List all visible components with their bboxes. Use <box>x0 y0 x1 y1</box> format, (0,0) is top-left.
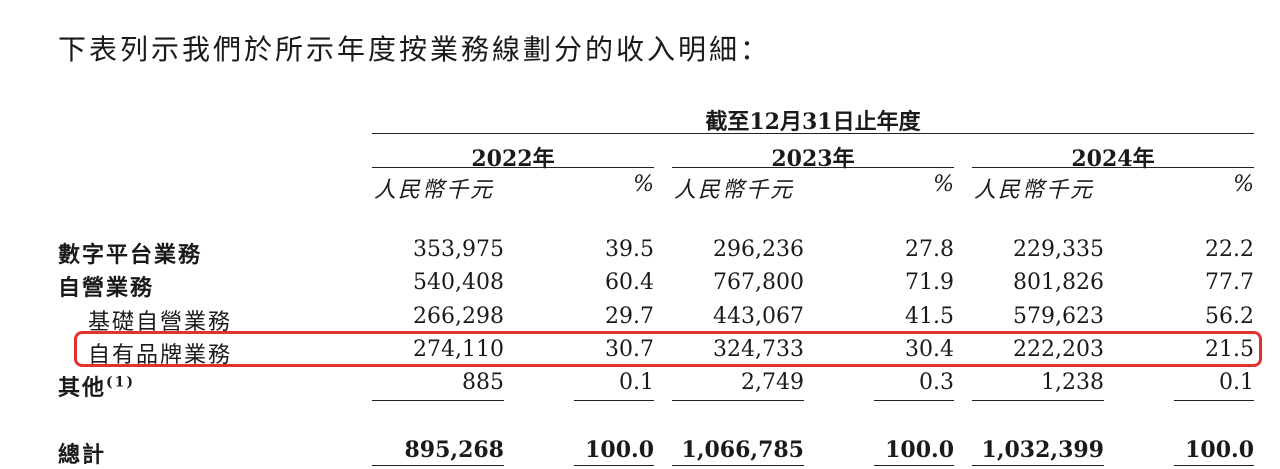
unit-2023: 人民幣千元 <box>674 178 795 203</box>
row-label-others-text: 其他 <box>58 375 107 401</box>
cell: 71.9 <box>905 270 954 295</box>
total-rule <box>372 465 504 466</box>
pct-2023: % <box>933 172 954 197</box>
cell: 266,298 <box>413 304 504 329</box>
cell: 0.1 <box>1219 370 1254 395</box>
pct-2022: % <box>633 172 654 197</box>
subtotal-rule <box>972 400 1104 401</box>
cell: 77.7 <box>1205 270 1254 295</box>
year-2022-rule <box>372 167 654 168</box>
cell: 579,623 <box>1013 304 1104 329</box>
footnote-marker: (1) <box>106 374 136 391</box>
subtotal-rule <box>574 400 654 401</box>
cell: 274,110 <box>413 337 504 362</box>
period-rule <box>372 133 1254 134</box>
total-rule <box>672 465 804 466</box>
total-rule <box>972 465 1104 466</box>
cell: 30.4 <box>905 337 954 362</box>
year-2022-header: 2022年 <box>471 146 555 172</box>
row-label-self-operated: 自營業務 <box>58 275 155 301</box>
cell: 324,733 <box>713 337 804 362</box>
year-2023-header: 2023年 <box>771 146 855 172</box>
total-rule <box>874 465 954 466</box>
cell: 0.3 <box>919 370 954 395</box>
cell: 0.1 <box>619 370 654 395</box>
cell: 100.0 <box>1185 437 1254 463</box>
cell: 21.5 <box>1205 337 1254 362</box>
cell: 885 <box>462 370 504 395</box>
year-2024-rule <box>972 167 1254 168</box>
cell: 27.8 <box>905 237 954 262</box>
cell: 41.5 <box>905 304 954 329</box>
cell: 1,238 <box>1041 370 1104 395</box>
cell: 353,975 <box>413 237 504 262</box>
unit-2024: 人民幣千元 <box>974 178 1095 203</box>
cell: 56.2 <box>1205 304 1254 329</box>
highlight-box <box>74 331 1262 367</box>
subtotal-rule <box>672 400 804 401</box>
cell: 30.7 <box>605 337 654 362</box>
total-rule <box>574 465 654 466</box>
pct-2024: % <box>1233 172 1254 197</box>
cell: 540,408 <box>413 270 504 295</box>
cell: 229,335 <box>1013 237 1104 262</box>
cell: 296,236 <box>713 237 804 262</box>
year-2023-rule <box>672 167 954 168</box>
subtotal-rule <box>372 400 504 401</box>
unit-2022: 人民幣千元 <box>374 178 495 203</box>
cell: 2,749 <box>741 370 804 395</box>
cell: 443,067 <box>713 304 804 329</box>
subtotal-rule <box>874 400 954 401</box>
total-rule <box>1174 465 1254 466</box>
cell: 60.4 <box>605 270 654 295</box>
cell: 895,268 <box>404 437 504 463</box>
year-2024-header: 2024年 <box>1071 146 1155 172</box>
intro-text: 下表列示我們於所示年度按業務線劃分的收入明細： <box>58 33 772 66</box>
cell: 29.7 <box>605 304 654 329</box>
row-label-others: 其他(1) <box>58 370 135 402</box>
cell: 100.0 <box>885 437 954 463</box>
cell: 1,032,399 <box>981 437 1104 463</box>
cell: 22.2 <box>1205 237 1254 262</box>
row-label-total: 總計 <box>58 442 107 468</box>
cell: 39.5 <box>605 237 654 262</box>
subtotal-rule <box>1174 400 1254 401</box>
cell: 767,800 <box>713 270 804 295</box>
cell: 1,066,785 <box>681 437 804 463</box>
row-label-basic-self-operated: 基礎自營業務 <box>88 310 233 335</box>
cell: 801,826 <box>1013 270 1104 295</box>
row-label-own-brand: 自有品牌業務 <box>88 343 233 368</box>
period-header: 截至12月31日止年度 <box>705 109 921 135</box>
cell: 100.0 <box>585 437 654 463</box>
cell: 222,203 <box>1013 337 1104 362</box>
row-label-digital-platform: 數字平台業務 <box>58 242 203 268</box>
